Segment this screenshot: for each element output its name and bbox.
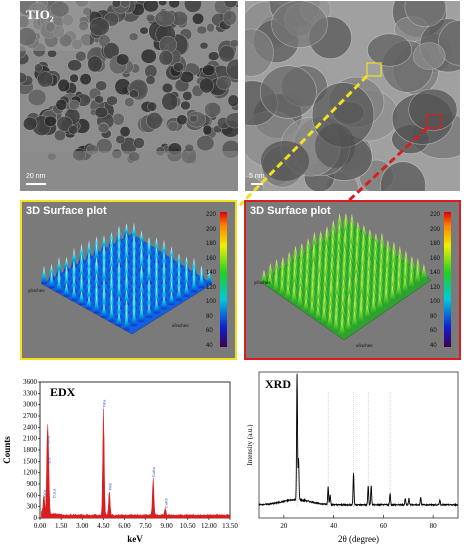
tem-label: TIO₂ [26,7,54,22]
edx-x-tick: 0.00 [34,522,47,530]
edx-peak-label: TiKb [107,482,112,491]
edx-peak-label: CKa [42,489,47,498]
tem-image-left: TIO₂ 20 nm [20,1,238,191]
colorbar-tick: 60 [206,328,213,334]
edx-y-tick: 2700 [23,412,38,420]
colorbar-tick: 80 [206,313,213,320]
edx-y-tick: 600 [27,491,38,499]
xrd-title: XRD [265,377,291,391]
colorbar-tick: 120 [206,284,217,291]
x-axis-label: x/inches [172,323,189,328]
edx-peak-label: TiKa [101,399,106,408]
colorbar-tick: 180 [206,241,217,247]
edx-plot: 0 300 600 900 1200 1500 1800 2100 2400 2700 3000 33… [2,378,238,544]
edx-peak-label: CuKa [151,466,156,477]
y-axis-label: y/inches [28,288,45,293]
edx-x-tick: 9.00 [161,522,174,530]
colorbar-tick: 180 [430,241,441,247]
xrd-x-tick: 40 [330,522,338,530]
xrd-xlabel: 2θ (degree) [338,534,379,544]
scalebar-line [26,183,46,185]
edx-ylabel: Counts [2,436,12,464]
edx-xlabel: keV [127,534,143,544]
colorbar-tick: 160 [430,255,441,262]
surface-plot-right: 3D Surface plot y/inches x/inches 220 200… [244,200,461,360]
xrd-pattern [258,373,459,507]
edx-x-tick: 1.50 [55,522,68,530]
red-zoom-box [426,114,442,129]
colorbar-tick: 140 [206,270,217,276]
colorbar-tick: 160 [206,255,217,262]
xrd-x-tick: 80 [430,522,438,530]
zoom-connectors [238,74,429,207]
edx-y-tick: 1500 [23,457,38,465]
edx-y-tick: 0 [34,514,38,522]
colorbar-tick: 60 [430,328,437,334]
colorbar-tick: 40 [206,342,213,349]
edx-y-tick: 300 [27,503,38,511]
y-axis-label: y/inches [254,280,271,285]
scalebar-label: 20 nm [26,173,46,180]
colorbar-tick: 220 [430,212,441,218]
xrd-ylabel: Intensity (a.u.) [246,424,254,466]
edx-x-tick: 3.00 [76,522,89,530]
colorbar-tick: 140 [430,270,441,276]
edx-chart: 0 300 600 900 1200 1500 1800 2100 2400 2700 3000 33… [0,370,240,550]
colorbar-tick: 40 [430,342,437,349]
edx-peak-label: CuLa [51,488,56,498]
colorbar-tick: 100 [430,299,441,305]
surface-left: y/inches x/inches [28,212,227,347]
edx-y-tick: 3600 [23,378,38,386]
colorbar-tick: 200 [430,226,441,233]
edx-y-tick: 900 [27,480,38,488]
colorbar-tick: 220 [206,212,217,218]
xrd-chart: 20 40 60 80 XRD 2θ (degree) Intensity (a.u.) [243,368,466,550]
x-axis-label: x/inches [356,343,373,348]
edx-x-tick: 6.00 [118,522,131,530]
tem-image-right: 5 nm [245,1,460,191]
xrd-x-tick: 60 [380,522,388,530]
xrd-x-tick: 20 [280,522,288,530]
plot-title: 3D Surface plot [250,205,331,217]
edx-title: EDX [50,385,76,399]
edx-x-tick: 12.00 [201,522,217,530]
colorbar-tick: 80 [430,313,437,320]
colorbar-tick: 120 [430,284,441,291]
edx-spectrum [41,408,231,519]
edx-y-tick: 2100 [23,435,38,443]
edx-y-tick: 3000 [23,401,38,409]
tem-left-particles [20,1,238,191]
scalebar-line [251,183,263,185]
yellow-zoom-box [366,62,382,77]
edx-peak-label: TiLa [46,457,51,465]
edx-x-tick: 10.50 [180,522,196,530]
xrd-plot: 20 40 60 80 XRD 2θ (degree) Intensity (a.u.) [246,371,459,544]
tem-right-particles [245,1,460,191]
edx-y-tick: 3300 [23,389,38,397]
edx-x-tick: 4.50 [97,522,110,530]
colorbar-tick: 200 [206,226,217,233]
edx-peak-label: OKa [45,435,50,444]
edx-y-tick: 2400 [23,423,38,431]
edx-x-tick: 13.50 [222,522,238,530]
scalebar-label: 5 nm [249,173,265,180]
surface-right: y/inches x/inches [254,212,451,348]
edx-x-tick: 7.50 [139,522,152,530]
edx-y-tick: 1800 [23,446,38,454]
colorbar-tick: 100 [206,299,217,305]
edx-peak-label: CuKb [163,497,168,508]
edx-y-tick: 1200 [23,469,38,477]
surface-plot-left: 3D Surface plot [20,200,237,360]
plot-title: 3D Surface plot [26,205,107,217]
